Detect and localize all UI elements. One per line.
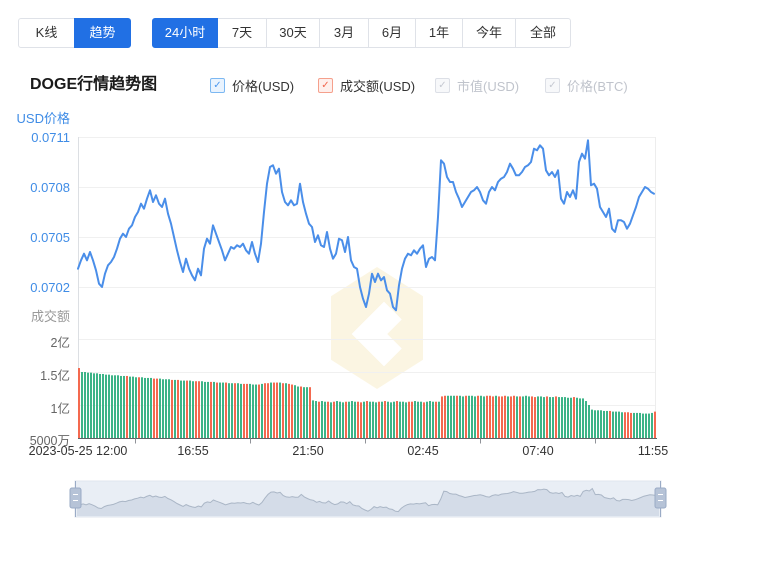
x-label-0: 2023-05-25 12:00 [28, 444, 128, 458]
tab-1y[interactable]: 1年 [415, 18, 463, 48]
price-tick-0: 0.0711 [31, 130, 70, 145]
brush-minimap[interactable] [69, 480, 667, 518]
tab-30d[interactable]: 30天 [266, 18, 320, 48]
volume-tick-2: 1亿 [50, 402, 70, 416]
volume-tick-1: 1.5亿 [40, 369, 70, 383]
volume-tick-0: 2亿 [50, 336, 70, 350]
tab-all[interactable]: 全部 [515, 18, 571, 48]
checkbox-marketcap-usd-icon [435, 78, 450, 93]
brush-handle-left[interactable] [69, 481, 82, 517]
checkbox-volume-usd-icon [318, 78, 333, 93]
legend-marketcap-usd-label: 市值(USD) [457, 79, 520, 94]
x-label-1: 16:55 [177, 444, 209, 458]
legend-volume-usd-label: 成交额(USD) [340, 79, 416, 94]
legend-price-usd-label: 价格(USD) [232, 79, 295, 94]
legend-price-btc-label: 价格(BTC) [567, 79, 628, 94]
legend-price-btc[interactable]: 价格(BTC) [545, 76, 628, 95]
page-title: DOGE行情趋势图 [30, 76, 158, 93]
x-label-2: 21:50 [292, 444, 324, 458]
range-tab-bar: 24小时 7天 30天 3月 6月 1年 今年 全部 [152, 18, 571, 48]
checkbox-price-btc-icon [545, 78, 560, 93]
price-tick-1: 0.0708 [30, 180, 70, 195]
price-tick-3: 0.0702 [30, 280, 70, 295]
x-label-4: 07:40 [522, 444, 554, 458]
volume-tick-3: 5000万 [29, 434, 70, 448]
x-label-5: 11:55 [637, 444, 669, 458]
tab-trend[interactable]: 趋势 [74, 18, 131, 48]
chart-type-tab-bar: K线 趋势 [18, 18, 131, 48]
checkbox-price-usd-icon [210, 78, 225, 93]
legend-volume-usd[interactable]: 成交额(USD) [318, 76, 415, 95]
x-label-3: 02:45 [407, 444, 439, 458]
legend-marketcap-usd[interactable]: 市值(USD) [435, 76, 519, 95]
tab-24h[interactable]: 24小时 [152, 18, 218, 48]
brush-handle-right[interactable] [654, 481, 667, 517]
gridlines [78, 137, 657, 444]
price-tick-2: 0.0705 [30, 230, 70, 245]
volume-axis-title: 成交额 [30, 309, 70, 324]
volume-bars [78, 368, 656, 438]
price-axis-title: USD价格 [16, 111, 70, 126]
legend-price-usd[interactable]: 价格(USD) [210, 76, 294, 95]
price-line [77, 139, 655, 312]
tab-6m[interactable]: 6月 [368, 18, 416, 48]
brush-area [77, 488, 659, 516]
tab-kline[interactable]: K线 [18, 18, 75, 48]
tab-ytd[interactable]: 今年 [462, 18, 516, 48]
